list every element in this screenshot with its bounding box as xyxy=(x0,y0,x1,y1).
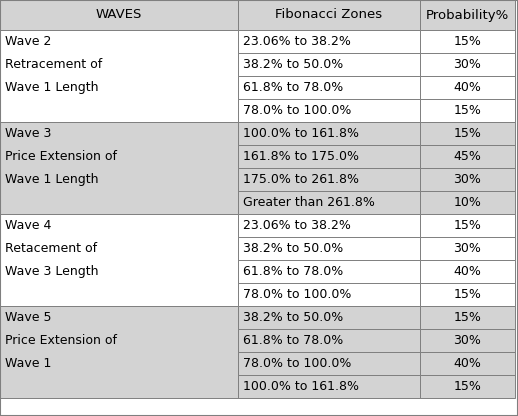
Text: 61.8% to 78.0%: 61.8% to 78.0% xyxy=(243,81,343,94)
Bar xyxy=(420,76,515,99)
Bar xyxy=(238,168,420,191)
Text: 38.2% to 50.0%: 38.2% to 50.0% xyxy=(243,242,343,255)
Bar xyxy=(238,53,420,76)
Text: 40%: 40% xyxy=(454,265,481,278)
Text: Price Extension of: Price Extension of xyxy=(5,150,117,163)
Text: 15%: 15% xyxy=(454,35,481,48)
Text: 30%: 30% xyxy=(454,58,481,71)
Bar xyxy=(238,30,420,53)
Text: 45%: 45% xyxy=(454,150,481,163)
Bar xyxy=(420,30,515,53)
Text: Wave 1: Wave 1 xyxy=(5,357,51,370)
Bar xyxy=(238,122,420,145)
Text: 78.0% to 100.0%: 78.0% to 100.0% xyxy=(243,288,351,301)
Text: Price Extension of: Price Extension of xyxy=(5,334,117,347)
Bar xyxy=(0,0,238,30)
Text: Wave 1 Length: Wave 1 Length xyxy=(5,173,98,186)
Text: 100.0% to 161.8%: 100.0% to 161.8% xyxy=(243,380,359,393)
Bar xyxy=(0,122,238,214)
Bar xyxy=(0,306,238,398)
Bar xyxy=(420,352,515,375)
Bar xyxy=(238,214,420,237)
Text: 175.0% to 261.8%: 175.0% to 261.8% xyxy=(243,173,359,186)
Text: Wave 2: Wave 2 xyxy=(5,35,51,48)
Text: WAVES: WAVES xyxy=(96,8,142,22)
Text: 40%: 40% xyxy=(454,81,481,94)
Text: Wave 3: Wave 3 xyxy=(5,127,51,140)
Bar xyxy=(238,99,420,122)
Text: Probability%: Probability% xyxy=(426,8,509,22)
Bar xyxy=(420,0,515,30)
Text: 30%: 30% xyxy=(454,242,481,255)
Text: 61.8% to 78.0%: 61.8% to 78.0% xyxy=(243,265,343,278)
Bar xyxy=(238,329,420,352)
Text: Fibonacci Zones: Fibonacci Zones xyxy=(276,8,383,22)
Text: 15%: 15% xyxy=(454,104,481,117)
Text: Wave 3 Length: Wave 3 Length xyxy=(5,265,98,278)
Text: 100.0% to 161.8%: 100.0% to 161.8% xyxy=(243,127,359,140)
Bar xyxy=(420,306,515,329)
Text: 15%: 15% xyxy=(454,127,481,140)
Bar xyxy=(238,306,420,329)
Text: 78.0% to 100.0%: 78.0% to 100.0% xyxy=(243,357,351,370)
Bar xyxy=(420,214,515,237)
Bar xyxy=(238,260,420,283)
Bar xyxy=(420,283,515,306)
Bar xyxy=(238,76,420,99)
Text: 10%: 10% xyxy=(454,196,481,209)
Text: 15%: 15% xyxy=(454,380,481,393)
Text: Wave 4: Wave 4 xyxy=(5,219,51,232)
Bar xyxy=(420,168,515,191)
Text: Retracement of: Retracement of xyxy=(5,58,102,71)
Bar xyxy=(420,329,515,352)
Text: 38.2% to 50.0%: 38.2% to 50.0% xyxy=(243,311,343,324)
Bar xyxy=(420,53,515,76)
Bar xyxy=(238,191,420,214)
Text: 30%: 30% xyxy=(454,334,481,347)
Bar xyxy=(0,30,238,122)
Bar xyxy=(238,352,420,375)
Text: Wave 1 Length: Wave 1 Length xyxy=(5,81,98,94)
Bar xyxy=(238,283,420,306)
Text: 15%: 15% xyxy=(454,288,481,301)
Bar xyxy=(238,145,420,168)
Bar xyxy=(238,375,420,398)
Text: 15%: 15% xyxy=(454,311,481,324)
Text: 23.06% to 38.2%: 23.06% to 38.2% xyxy=(243,219,351,232)
Bar xyxy=(420,260,515,283)
Text: 78.0% to 100.0%: 78.0% to 100.0% xyxy=(243,104,351,117)
Text: 61.8% to 78.0%: 61.8% to 78.0% xyxy=(243,334,343,347)
Text: Retacement of: Retacement of xyxy=(5,242,97,255)
Bar xyxy=(0,214,238,306)
Text: 161.8% to 175.0%: 161.8% to 175.0% xyxy=(243,150,359,163)
Text: 23.06% to 38.2%: 23.06% to 38.2% xyxy=(243,35,351,48)
Bar xyxy=(420,99,515,122)
Text: 40%: 40% xyxy=(454,357,481,370)
Bar xyxy=(420,122,515,145)
Bar xyxy=(420,237,515,260)
Bar xyxy=(238,0,420,30)
Bar xyxy=(238,237,420,260)
Bar xyxy=(420,191,515,214)
Text: 30%: 30% xyxy=(454,173,481,186)
Text: Wave 5: Wave 5 xyxy=(5,311,51,324)
Text: Greater than 261.8%: Greater than 261.8% xyxy=(243,196,375,209)
Text: 38.2% to 50.0%: 38.2% to 50.0% xyxy=(243,58,343,71)
Bar xyxy=(420,375,515,398)
Bar xyxy=(420,145,515,168)
Text: 15%: 15% xyxy=(454,219,481,232)
